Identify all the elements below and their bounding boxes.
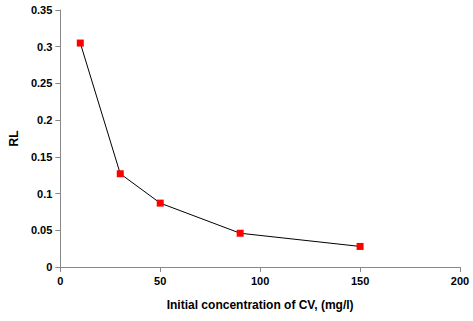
svg-text:0.25: 0.25	[31, 77, 52, 89]
svg-text:0.1: 0.1	[37, 188, 52, 200]
svg-text:0.3: 0.3	[37, 41, 52, 53]
svg-text:0: 0	[57, 275, 63, 287]
svg-text:0.05: 0.05	[31, 224, 52, 236]
svg-text:RL: RL	[7, 131, 21, 147]
svg-text:0: 0	[46, 261, 52, 273]
svg-text:150: 150	[351, 275, 369, 287]
svg-text:0.2: 0.2	[37, 114, 52, 126]
svg-text:0.35: 0.35	[31, 4, 52, 16]
svg-text:100: 100	[251, 275, 269, 287]
svg-text:200: 200	[451, 275, 469, 287]
svg-text:0.15: 0.15	[31, 151, 52, 163]
svg-text:Initial concentration of CV, (: Initial concentration of CV, (mg/l)	[167, 298, 354, 312]
svg-text:50: 50	[154, 275, 166, 287]
